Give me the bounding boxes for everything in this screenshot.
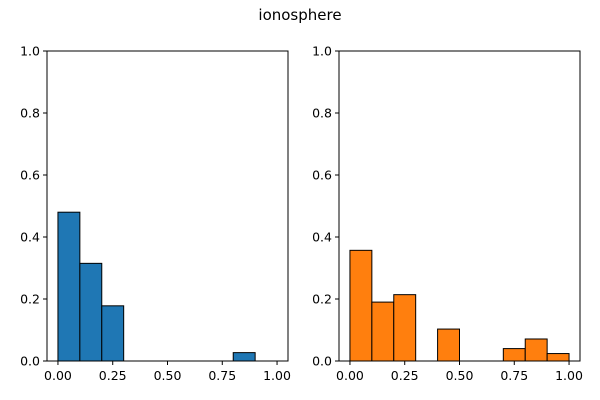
x-tick-label: 0.00 bbox=[336, 368, 364, 383]
x-tick-label: 0.00 bbox=[44, 368, 72, 383]
histogram-bar-8 bbox=[232, 352, 256, 362]
y-tick-label: 1.0 bbox=[20, 44, 40, 59]
x-tick-label: 0.50 bbox=[154, 368, 182, 383]
histogram-bar-0 bbox=[57, 211, 81, 362]
subplot-right: 0.00 0.25 0.50 0.75 1.00 0.0 0.2 0.4 0.6 0.8 1.0 bbox=[312, 44, 583, 384]
histogram-bar-7 bbox=[502, 348, 526, 362]
subplot-left: 0.00 0.25 0.50 0.75 1.00 0.0 0.2 0.4 0.6 0.8 1.0 bbox=[20, 44, 291, 384]
x-tick-label: 0.50 bbox=[446, 368, 474, 383]
y-tick-label: 0.2 bbox=[312, 292, 332, 307]
histogram-bar-2 bbox=[101, 305, 125, 362]
y-tick-label: 0.6 bbox=[312, 168, 332, 183]
x-tick-label: 0.25 bbox=[99, 368, 127, 383]
x-tick-label: 0.75 bbox=[208, 368, 236, 383]
y-tick-label: 0.0 bbox=[20, 354, 40, 369]
y-tick-label: 0.4 bbox=[312, 230, 332, 245]
y-tick-label: 1.0 bbox=[312, 44, 332, 59]
histogram-bar-1 bbox=[371, 301, 395, 362]
x-tick-label: 1.00 bbox=[555, 368, 583, 383]
histogram-bar-8 bbox=[524, 338, 548, 362]
x-tick-label: 1.00 bbox=[263, 368, 291, 383]
y-tick-label: 0.4 bbox=[20, 230, 40, 245]
y-tick-label: 0.6 bbox=[20, 168, 40, 183]
histogram-bar-4 bbox=[437, 328, 460, 362]
histogram-bar-9 bbox=[546, 353, 570, 362]
y-tick-label: 0.0 bbox=[312, 354, 332, 369]
histogram-bar-1 bbox=[79, 262, 103, 362]
histogram-bar-0 bbox=[349, 249, 373, 362]
y-tick-label: 0.8 bbox=[20, 106, 40, 121]
x-tick-label: 0.75 bbox=[500, 368, 528, 383]
y-tick-label: 0.2 bbox=[20, 292, 40, 307]
histogram-bar-2 bbox=[393, 294, 417, 362]
y-tick-label: 0.8 bbox=[312, 106, 332, 121]
figure-title: ionosphere bbox=[258, 6, 341, 24]
x-tick-label: 0.25 bbox=[391, 368, 419, 383]
